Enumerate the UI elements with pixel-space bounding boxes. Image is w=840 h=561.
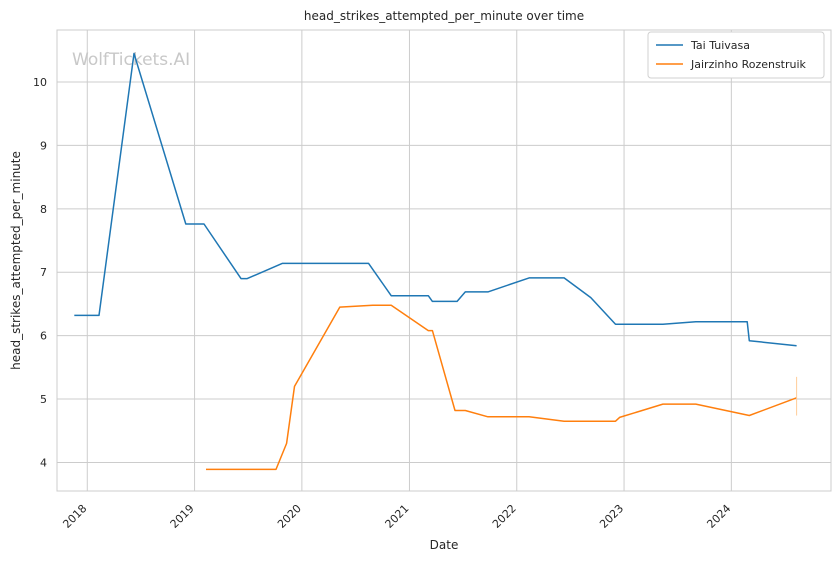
y-tick-label: 5	[40, 393, 47, 406]
grid-lines	[57, 30, 831, 491]
y-axis-title: head_strikes_attempted_per_minute	[9, 151, 23, 370]
y-tick-label: 10	[33, 76, 47, 89]
y-axis-ticks: 4 5 6 7 8 9 10	[33, 76, 47, 469]
x-axis-title: Date	[430, 538, 459, 552]
legend: Tai Tuivasa Jairzinho Rozenstruik	[647, 31, 825, 79]
y-tick-label: 8	[40, 203, 47, 216]
series-line-1	[74, 52, 797, 347]
plot-frame	[56, 29, 832, 492]
watermark-text: WolfTickets.AI	[72, 50, 190, 70]
y-tick-label: 6	[40, 330, 47, 343]
legend-label-2: Jairzinho Rozenstruik	[690, 58, 807, 71]
y-tick-label: 9	[40, 139, 47, 152]
series-line-2	[206, 304, 797, 471]
legend-label-1: Tai Tuivasa	[690, 39, 750, 52]
series-layer	[74, 52, 797, 471]
y-tick-label: 7	[40, 266, 47, 279]
chart-title: head_strikes_attempted_per_minute over t…	[304, 9, 584, 23]
y-tick-label: 4	[40, 456, 47, 469]
legend-box	[647, 31, 825, 79]
